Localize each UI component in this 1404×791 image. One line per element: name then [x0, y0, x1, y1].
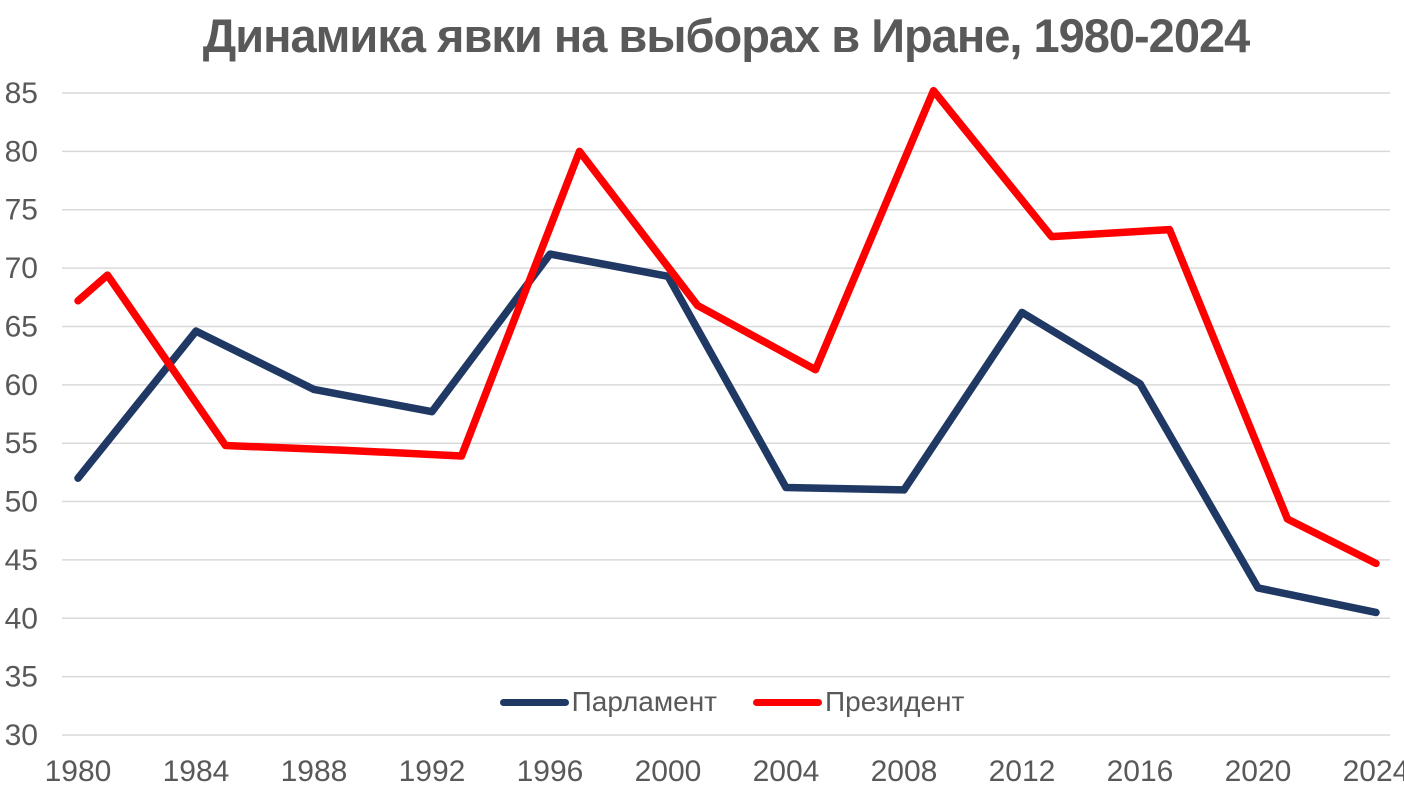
x-tick-label: 1984: [163, 755, 230, 788]
y-tick-label: 35: [5, 661, 38, 694]
legend-label-president: Президент: [825, 686, 965, 717]
parliament-line-swatch-icon: [499, 698, 569, 706]
series-line-president: [74, 86, 1380, 568]
y-tick-label: 40: [5, 602, 38, 635]
y-tick-label: 70: [5, 252, 38, 285]
y-tick-label: 85: [5, 77, 38, 110]
chart-legend: Парламент Президент: [30, 688, 1404, 716]
x-tick-label: 2012: [989, 755, 1056, 788]
x-tick-label: 2008: [871, 755, 938, 788]
y-tick-label: 55: [5, 427, 38, 460]
y-tick-label: 50: [5, 486, 38, 519]
y-tick-label: 80: [5, 135, 38, 168]
x-tick-label: 2000: [635, 755, 702, 788]
president-line-swatch-icon: [753, 698, 822, 706]
legend-item-parliament: Парламент: [499, 686, 717, 717]
legend-item-president: Президент: [753, 688, 964, 716]
y-tick-label: 30: [5, 719, 38, 752]
x-tick-label: 2020: [1225, 755, 1292, 788]
series-line-parliament: [74, 250, 1380, 617]
x-tick-label: 1996: [517, 755, 584, 788]
x-tick-label: 2024: [1343, 755, 1404, 788]
x-tick-label: 2016: [1107, 755, 1174, 788]
x-tick-label: 2004: [753, 755, 820, 788]
x-tick-label: 1992: [399, 755, 466, 788]
x-tick-label: 1988: [281, 755, 348, 788]
y-tick-label: 65: [5, 310, 38, 343]
y-tick-label: 60: [5, 369, 38, 402]
y-tick-label: 75: [5, 194, 38, 227]
x-tick-label: 1980: [45, 755, 112, 788]
chart-title: Динамика явки на выборах в Иране, 1980-2…: [202, 9, 1250, 62]
legend-label-parliament: Парламент: [571, 686, 717, 717]
y-tick-label: 45: [5, 544, 38, 577]
